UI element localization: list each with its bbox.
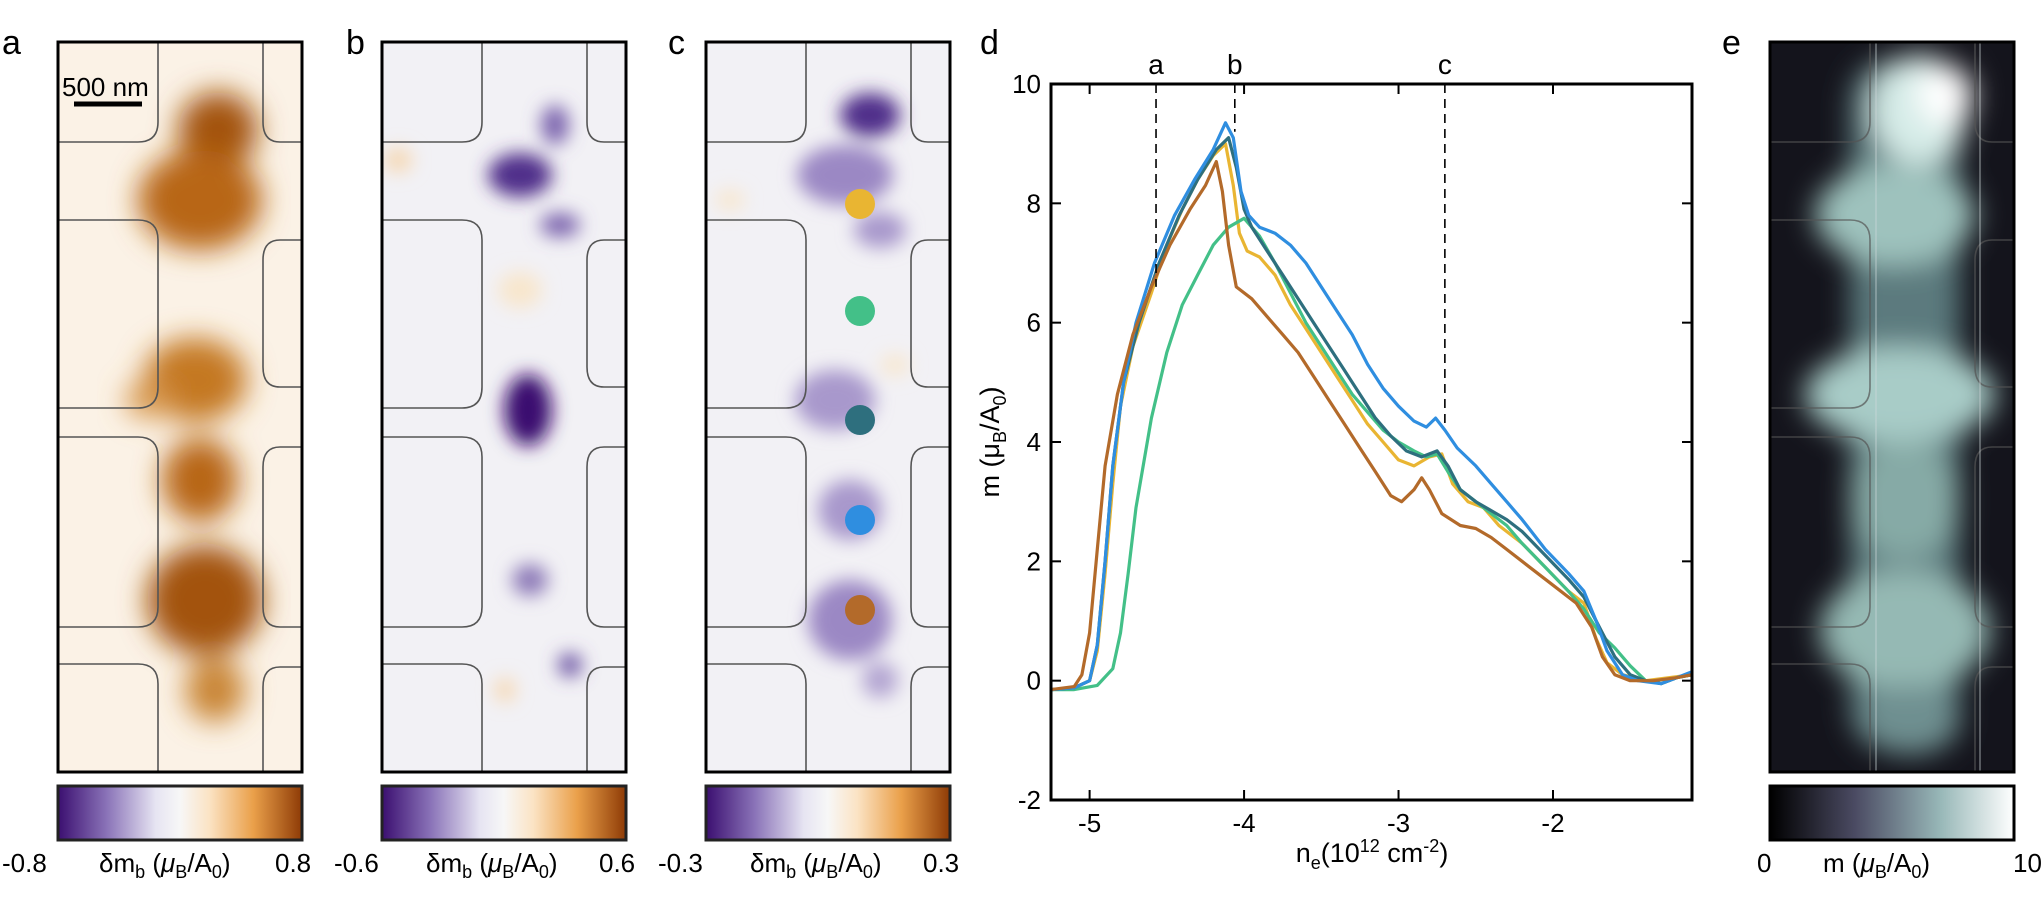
map-b xyxy=(382,42,626,772)
panel-label-e: e xyxy=(1722,24,1741,62)
colorbar-a-min: -0.8 xyxy=(2,848,47,878)
x-tick-label: -2 xyxy=(1541,808,1564,838)
map-a-frame xyxy=(56,40,304,774)
colorbar-e-label: m (μB/A0) xyxy=(1823,848,1930,882)
colorbar-b xyxy=(380,784,628,842)
series-brown xyxy=(1051,160,1692,692)
map-a xyxy=(58,42,302,772)
colorbar-c-label: δmb (μB/A0) xyxy=(750,848,882,882)
panel-c: c -0.3 0.3 δmb (μB/A0) xyxy=(658,24,959,882)
probe-dot xyxy=(845,595,875,625)
colorbar-a-label: δmb (μB/A0) xyxy=(99,848,231,882)
colorbar-b-label: δmb (μB/A0) xyxy=(426,848,558,882)
panel-label-d: d xyxy=(980,24,999,62)
y-tick-label: 4 xyxy=(1027,427,1041,457)
y-tick-label: 0 xyxy=(1027,666,1041,696)
map-b-background xyxy=(382,42,626,772)
colorbar-e xyxy=(1768,784,2016,842)
y-tick-label: 10 xyxy=(1012,69,1041,99)
y-tick-label: 8 xyxy=(1027,188,1041,218)
panel-a: a 500 nm -0.8 0.8 δmb (μB/A0) xyxy=(2,24,311,882)
x-tick-label: -5 xyxy=(1078,808,1101,838)
map-e xyxy=(1770,42,2014,772)
probe-dot xyxy=(845,189,875,219)
colorbar-e-min: 0 xyxy=(1757,848,1771,878)
map-e-frame xyxy=(1768,40,2016,774)
y-tick-label: 2 xyxy=(1027,546,1041,576)
panel-e: e 0 10 m (μB/A0) xyxy=(1722,24,2042,882)
probe-dots xyxy=(845,189,875,625)
colorbar-b-max: 0.6 xyxy=(599,848,635,878)
y-tick-label: -2 xyxy=(1018,785,1041,815)
marker-label-a: a xyxy=(1148,49,1164,80)
tick-layer: -5 -4 -3 -2 -2 0 2 4 6 8 10 xyxy=(1012,69,1692,838)
colorbar-b-min: -0.6 xyxy=(334,848,379,878)
series-blue xyxy=(1051,121,1692,692)
colorbar-a-max: 0.8 xyxy=(275,848,311,878)
probe-dot xyxy=(845,296,875,326)
map-b-frame xyxy=(380,40,628,774)
panel-label-b: b xyxy=(346,24,365,62)
y-tick-label: 6 xyxy=(1027,308,1041,338)
probe-dot xyxy=(845,505,875,535)
panel-b: b -0.6 0.6 δmb (μB/A0) xyxy=(334,24,635,882)
line-chart: a b c -5 -4 -3 -2 -2 0 2 4 6 8 10 ne(1012 cm-2) m (μ… xyxy=(975,49,1694,873)
colorbar-a xyxy=(56,784,304,842)
colorbar-e-max: 10 xyxy=(2013,848,2042,878)
marker-label-b: b xyxy=(1227,49,1243,80)
marker-label-c: c xyxy=(1438,49,1452,80)
series-green xyxy=(1051,216,1692,692)
panel-label-c: c xyxy=(668,24,685,62)
marker-layer: a b c xyxy=(1148,49,1452,425)
series-layer xyxy=(1051,121,1692,692)
series-teal xyxy=(1051,136,1692,692)
panel-label-a: a xyxy=(2,24,21,62)
x-axis-label: ne(1012 cm-2) xyxy=(1296,836,1449,873)
x-tick-label: -3 xyxy=(1387,808,1410,838)
panel-d: d a b c -5 -4 -3 -2 -2 0 2 4 6 8 10 ne(1012 cm-2) m … xyxy=(975,24,1694,873)
x-tick-label: -4 xyxy=(1233,808,1256,838)
colorbar-c xyxy=(704,784,952,842)
y-axis-label: m (μB/A0) xyxy=(975,386,1010,497)
colorbar-c-min: -0.3 xyxy=(658,848,703,878)
scale-bar-label: 500 nm xyxy=(62,72,149,102)
probe-dot xyxy=(845,405,875,435)
colorbar-c-max: 0.3 xyxy=(923,848,959,878)
map-c-frame xyxy=(704,40,952,774)
